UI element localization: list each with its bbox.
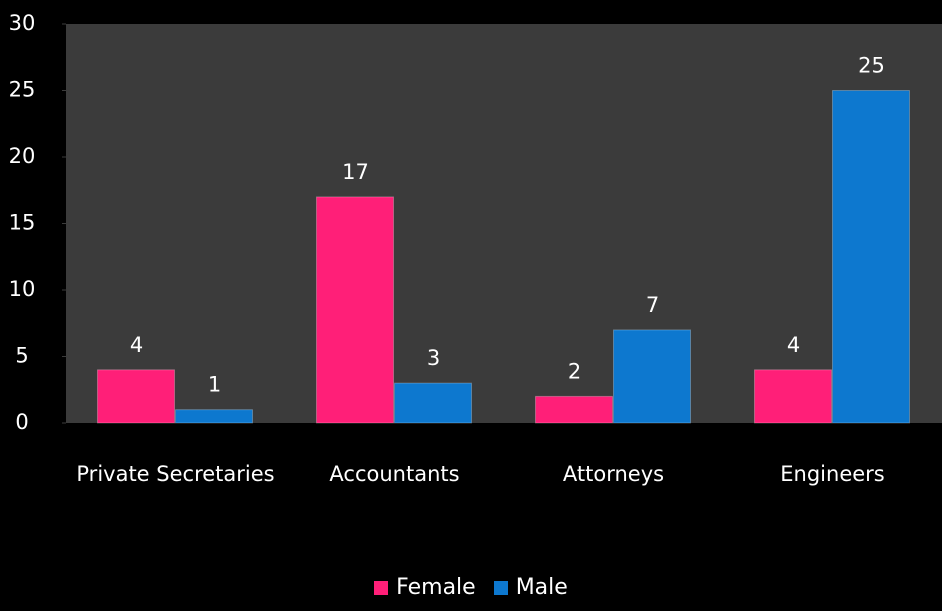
legend-swatch	[493, 580, 508, 595]
data-label: 17	[342, 160, 369, 184]
y-tick-label: 0	[15, 410, 28, 434]
y-tick-label: 15	[9, 211, 36, 235]
data-label: 1	[208, 373, 221, 397]
legend-swatch	[374, 580, 389, 595]
y-tick-label: 25	[9, 78, 36, 102]
x-tick-label: Attorneys	[562, 462, 665, 486]
bar	[613, 329, 691, 424]
x-tick-label: Private Secretaries	[76, 462, 275, 486]
bar	[832, 90, 910, 424]
legend: Female Male	[0, 575, 942, 600]
data-label: 2	[568, 359, 581, 383]
data-label: 4	[130, 333, 143, 357]
y-tick-label: 5	[15, 344, 28, 368]
bar	[97, 369, 175, 424]
legend-label: Female	[396, 575, 476, 600]
legend-item: Male	[493, 575, 568, 600]
bar	[316, 196, 394, 424]
legend-item: Female	[374, 575, 476, 600]
bar	[535, 395, 613, 424]
plot-area	[66, 24, 942, 423]
data-label: 25	[858, 54, 885, 78]
bar	[394, 382, 472, 424]
y-tick-label: 10	[9, 277, 36, 301]
bar	[754, 369, 832, 424]
legend-label: Male	[515, 575, 568, 600]
data-label: 7	[646, 293, 659, 317]
data-label: 4	[787, 333, 800, 357]
x-tick-label: Engineers	[780, 462, 885, 486]
data-label: 3	[427, 346, 440, 370]
y-tick-label: 30	[9, 11, 36, 35]
y-tick-label: 20	[9, 144, 36, 168]
x-tick-label: Accountants	[329, 462, 460, 486]
bar	[175, 409, 253, 424]
